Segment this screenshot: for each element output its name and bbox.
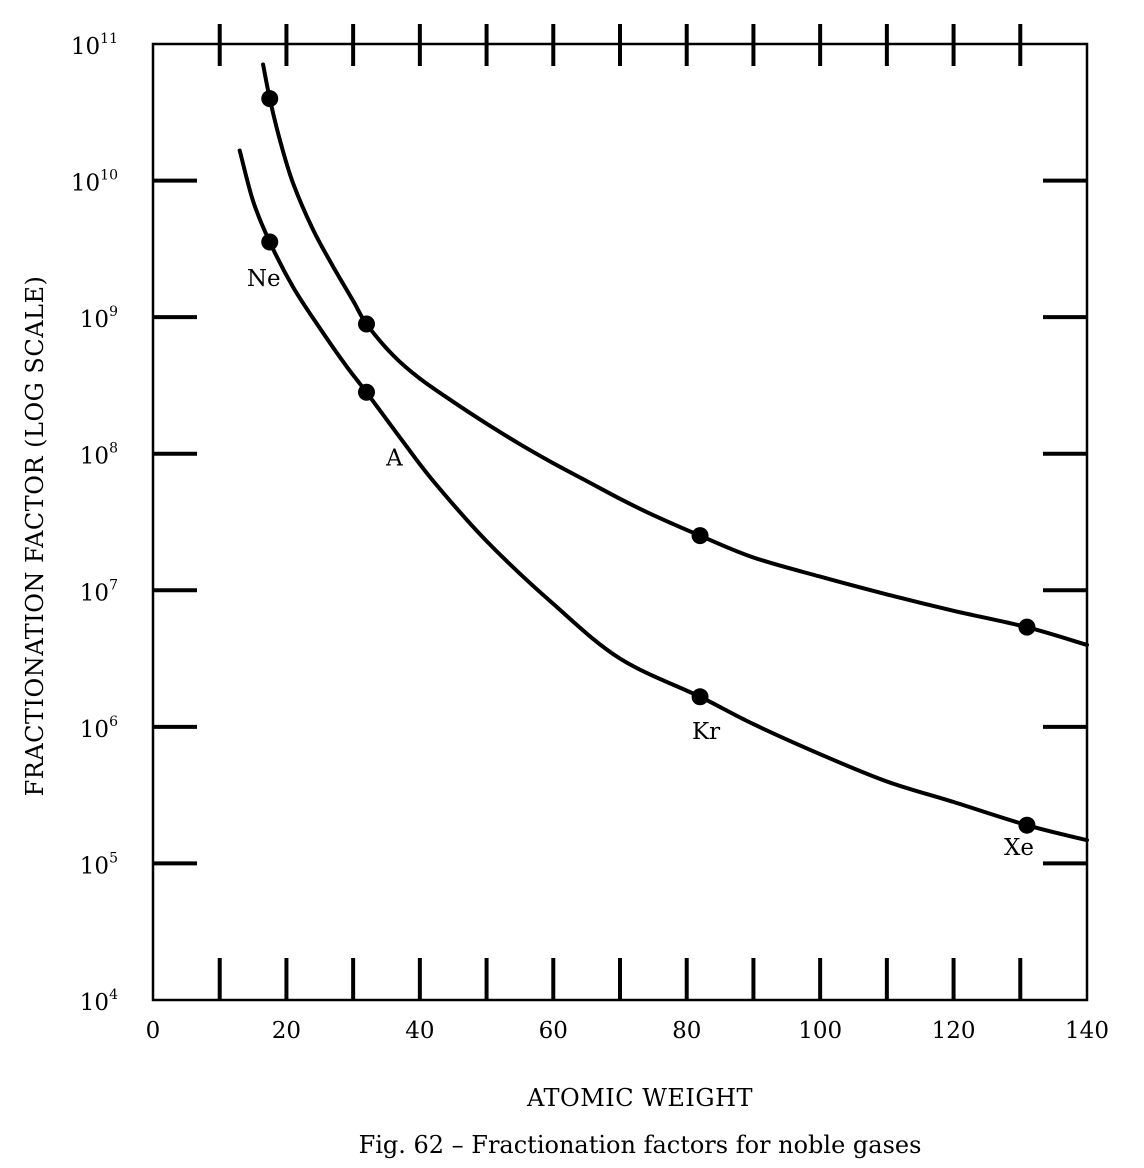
point-label-kr: Kr xyxy=(692,719,720,745)
data-point-upper xyxy=(1018,618,1036,636)
y-tick-label: 109 xyxy=(80,304,118,333)
x-tick-label: 100 xyxy=(798,1018,842,1044)
y-tick-label: 104 xyxy=(80,987,118,1016)
figure-caption: Fig. 62 – Fractionation factors for nobl… xyxy=(359,1131,922,1159)
x-tick-label: 20 xyxy=(272,1018,301,1044)
data-point-upper xyxy=(691,527,709,545)
x-tick-label: 60 xyxy=(539,1018,568,1044)
point-label-xe: Xe xyxy=(1004,835,1034,861)
x-axis-title: ATOMIC WEIGHT xyxy=(526,1084,753,1112)
data-point-lower xyxy=(1018,816,1036,834)
x-tick-label: 120 xyxy=(932,1018,976,1044)
data-point-lower xyxy=(357,383,375,401)
point-label-ne: Ne xyxy=(247,266,281,292)
data-point-lower xyxy=(261,233,279,251)
y-tick-label: 107 xyxy=(80,577,118,606)
series-line-lower xyxy=(237,148,1089,843)
x-tick-label: 80 xyxy=(672,1018,701,1044)
x-tick-label: 0 xyxy=(146,1018,161,1044)
y-tick-label: 1011 xyxy=(71,31,118,60)
data-point-upper xyxy=(261,90,279,108)
point-label-a: A xyxy=(385,445,403,471)
x-tick-label: 140 xyxy=(1065,1018,1109,1044)
y-tick-label: 106 xyxy=(80,714,118,743)
series-line-upper xyxy=(261,62,1089,647)
data-point-lower xyxy=(691,688,709,706)
y-axis-title: FRACTIONATION FACTOR (LOG SCALE) xyxy=(21,276,49,797)
y-tick-label: 1010 xyxy=(71,168,118,197)
y-tick-label: 108 xyxy=(80,441,118,470)
data-point-upper xyxy=(357,315,375,333)
y-tick-label: 105 xyxy=(80,850,118,879)
x-tick-label: 40 xyxy=(405,1018,434,1044)
